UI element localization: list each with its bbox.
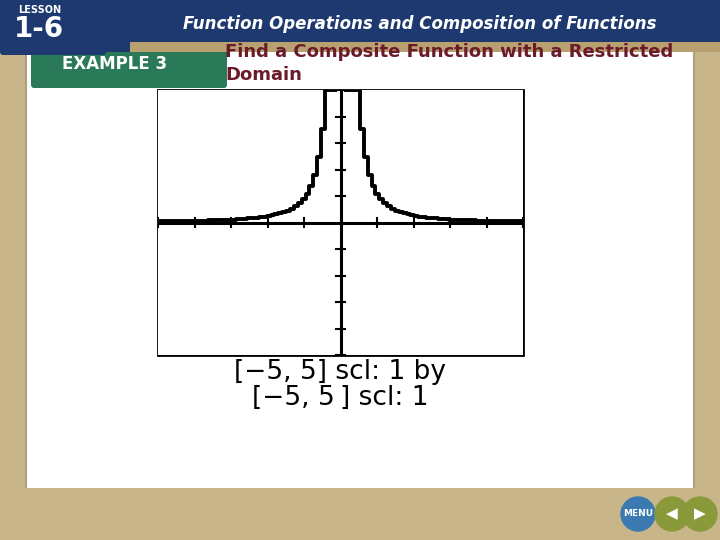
Text: ▶: ▶ [694,507,706,522]
Bar [0,42,720,52]
Text: Function Operations and Composition of Functions: Function Operations and Composition of F… [184,15,657,33]
Circle shape [655,497,689,531]
Text: Find a Composite Function with a Restricted: Find a Composite Function with a Restric… [225,43,673,61]
Text: [−5, 5 ] scl: 1: [−5, 5 ] scl: 1 [252,385,428,411]
Circle shape [683,497,717,531]
Text: [−5, 5] scl: 1 by: [−5, 5] scl: 1 by [234,359,446,385]
Circle shape [621,497,655,531]
FancyBboxPatch shape [31,42,227,88]
FancyBboxPatch shape [26,46,694,494]
Text: ◀: ◀ [666,507,678,522]
Bar [0,488,720,540]
Text: EXAMPLE 3: EXAMPLE 3 [63,55,168,73]
Polygon shape [34,43,215,85]
Bar [0,0,720,45]
Text: 1-6: 1-6 [14,15,64,43]
Text: MENU: MENU [623,510,653,518]
FancyBboxPatch shape [0,0,106,55]
FancyBboxPatch shape [0,0,130,52]
Text: LESSON: LESSON [18,5,61,15]
Bar [158,90,523,355]
Text: Domain: Domain [225,66,302,84]
